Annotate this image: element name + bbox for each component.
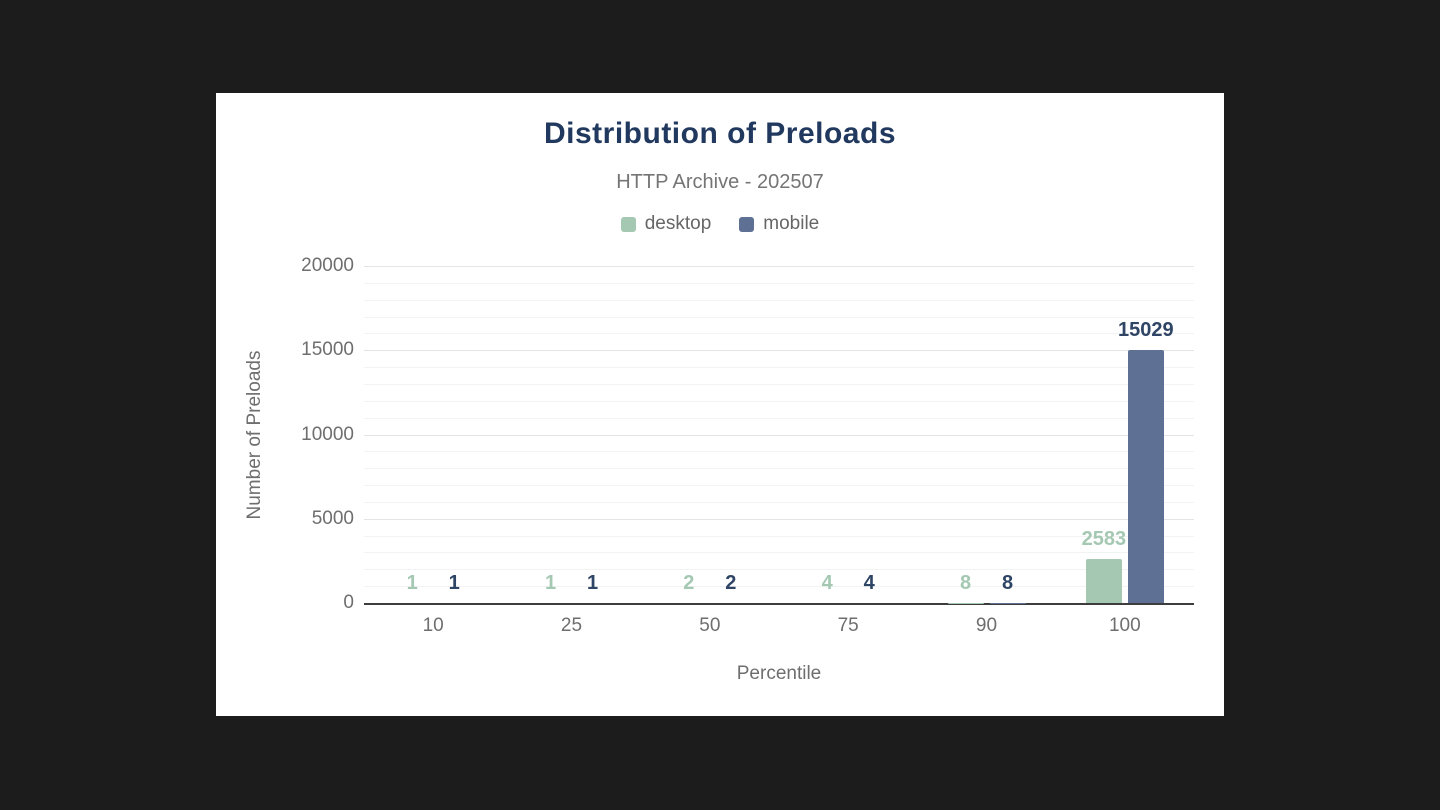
- chart-legend: desktop mobile: [216, 213, 1224, 235]
- value-label-mobile-75: 4: [863, 571, 875, 594]
- value-label-desktop-10: 1: [406, 571, 418, 594]
- value-label-desktop-75: 4: [821, 571, 833, 594]
- legend-label-mobile: mobile: [763, 213, 820, 234]
- value-label-mobile-25: 1: [586, 571, 599, 594]
- legend-swatch-mobile: [739, 216, 755, 232]
- chart-subtitle: HTTP Archive - 202507: [616, 171, 824, 193]
- bar-mobile-100[interactable]: [1127, 349, 1164, 603]
- gridline-minor-14000: [364, 367, 1194, 369]
- legend-item-desktop[interactable]: desktop: [620, 213, 712, 235]
- gridline-major-20000: [364, 266, 1194, 267]
- x-tick-label-100: 100: [1108, 615, 1141, 636]
- y-axis-title: Number of Preloads: [244, 350, 265, 520]
- x-tick-label-75: 75: [837, 615, 859, 636]
- x-tick-label-10: 10: [422, 615, 444, 636]
- gridline-minor-11000: [364, 417, 1194, 419]
- legend-swatch-desktop: [620, 216, 636, 232]
- gridline-minor-4000: [364, 535, 1194, 537]
- x-tick-label-50: 50: [699, 615, 721, 636]
- gridline-minor-7000: [364, 485, 1194, 487]
- y-tick-label-10000: 10000: [301, 423, 354, 445]
- value-label-desktop-50: 2: [683, 571, 695, 594]
- legend-label-desktop: desktop: [644, 213, 712, 234]
- gridline-minor-3000: [364, 552, 1194, 554]
- chart-title: Distribution of Preloads: [543, 117, 897, 150]
- gridline-minor-6000: [364, 501, 1194, 503]
- gridline-major-5000: [364, 518, 1194, 520]
- x-tick-label-25: 25: [560, 615, 583, 636]
- y-tick-label-5000: 5000: [311, 507, 354, 529]
- y-tick-label-15000: 15000: [301, 339, 354, 361]
- value-label-mobile-90: 8: [1001, 571, 1014, 594]
- gridline-major-10000: [364, 434, 1194, 436]
- value-label-desktop-25: 1: [544, 571, 557, 594]
- gridline-minor-17000: [364, 316, 1194, 318]
- gridline-minor-9000: [364, 451, 1194, 453]
- gridline-minor-12000: [364, 400, 1194, 402]
- legend-item-mobile[interactable]: mobile: [739, 213, 819, 235]
- x-axis-title: Percentile: [736, 663, 822, 684]
- gridline-minor-18000: [364, 299, 1194, 301]
- gridline-major-15000: [364, 350, 1194, 352]
- gridline-minor-8000: [364, 468, 1194, 470]
- chart-card: Distribution of Preloads HTTP Archive - …: [216, 93, 1224, 716]
- gridline-minor-19000: [364, 282, 1194, 284]
- gridline-minor-2000: [364, 569, 1194, 571]
- value-label-mobile-50: 2: [725, 571, 737, 594]
- x-tick-label-90: 90: [975, 615, 998, 636]
- plot-area: 0 5000 10000 15000 20000 10 1 1 25 1 1 50 2 2 75 4 4 90 8 8…: [301, 255, 1194, 636]
- gridline-minor-13000: [364, 383, 1194, 385]
- y-tick-label-0: 0: [343, 592, 354, 613]
- value-label-mobile-100: 15029: [1118, 318, 1174, 341]
- gridline-minor-1000: [364, 586, 1194, 588]
- value-label-desktop-90: 8: [959, 571, 972, 594]
- y-tick-label-20000: 20000: [301, 255, 354, 276]
- value-label-mobile-10: 1: [448, 571, 460, 594]
- gridline-minor-16000: [364, 333, 1194, 335]
- bar-desktop-100[interactable]: [1085, 559, 1122, 603]
- value-label-desktop-100: 2583: [1081, 528, 1127, 551]
